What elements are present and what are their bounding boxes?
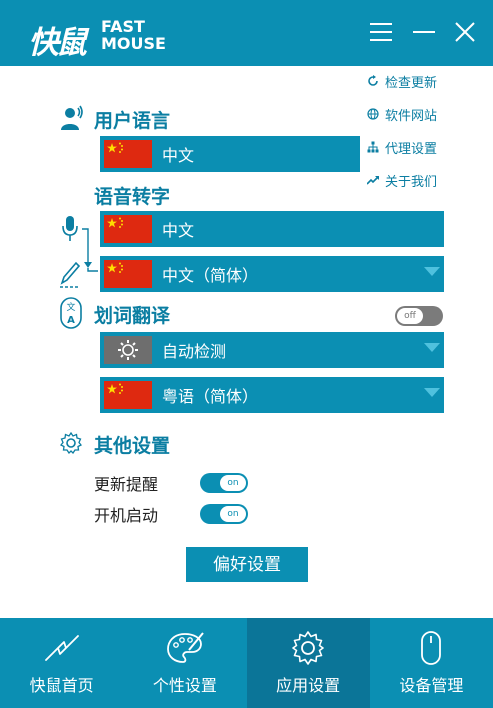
nav-personalize[interactable]: 个性设置 bbox=[123, 618, 246, 708]
pencil-icon bbox=[58, 259, 82, 289]
startup-label: 开机启动 bbox=[94, 506, 159, 525]
user-language-value: 中文 bbox=[162, 146, 195, 165]
translate-target-value: 粤语（简体） bbox=[162, 387, 259, 406]
speech-to-text-title: 语音转字 bbox=[94, 186, 171, 208]
palette-icon bbox=[165, 630, 205, 666]
svg-text:A: A bbox=[67, 315, 75, 326]
china-flag-icon bbox=[104, 215, 152, 243]
update-reminder-toggle[interactable]: on bbox=[200, 473, 248, 493]
update-reminder-label: 更新提醒 bbox=[94, 475, 159, 494]
speech-source-value: 中文 bbox=[162, 221, 195, 240]
trend-icon bbox=[367, 174, 379, 186]
logo-chinese-text: 快鼠 bbox=[28, 25, 87, 61]
nav-device-management[interactable]: 设备管理 bbox=[370, 618, 493, 708]
dropdown-arrow-icon bbox=[424, 267, 440, 276]
dropdown-arrow-icon bbox=[424, 388, 440, 397]
user-language-select[interactable]: 中文 bbox=[100, 136, 360, 172]
speech-target-value: 中文（简体） bbox=[162, 266, 259, 285]
dropdown-arrow-icon bbox=[424, 343, 440, 352]
china-flag-icon bbox=[104, 381, 152, 409]
menu-item-check-update[interactable]: 检查更新 bbox=[367, 70, 437, 92]
logo-english-line1: FAST bbox=[101, 17, 145, 36]
menu-item-proxy[interactable]: 代理设置 bbox=[367, 136, 437, 158]
menu-button[interactable] bbox=[367, 18, 395, 46]
hamburger-icon bbox=[370, 23, 392, 41]
menu-item-label: 软件网站 bbox=[385, 108, 438, 124]
menu-item-label: 检查更新 bbox=[385, 75, 438, 91]
menu-item-website[interactable]: 软件网站 bbox=[367, 103, 437, 125]
auto-detect-icon bbox=[104, 336, 152, 364]
other-settings-title: 其他设置 bbox=[94, 435, 171, 457]
china-flag-icon bbox=[104, 140, 152, 168]
minimize-icon bbox=[413, 31, 435, 33]
logo-english-text: FAST MOUSE bbox=[101, 18, 166, 52]
startup-toggle[interactable]: on bbox=[200, 504, 248, 524]
settings-content: 用户语言 中文 检查更新 软件网站 代理设置 bbox=[0, 66, 493, 618]
flow-arrow-icon bbox=[80, 226, 100, 274]
preferences-button[interactable]: 偏好设置 bbox=[186, 547, 308, 582]
toggle-knob: off bbox=[397, 308, 423, 324]
logo-english-line2: MOUSE bbox=[101, 34, 166, 53]
word-translate-toggle[interactable]: off bbox=[395, 306, 443, 326]
menu-item-label: 关于我们 bbox=[385, 174, 438, 190]
bottom-nav: 快鼠首页 个性设置 应用设置 设备管理 bbox=[0, 618, 493, 708]
nav-label: 设备管理 bbox=[399, 676, 464, 695]
toggle-knob: on bbox=[220, 475, 246, 491]
refresh-icon bbox=[367, 75, 379, 87]
nav-home[interactable]: 快鼠首页 bbox=[0, 618, 123, 708]
menu-item-label: 代理设置 bbox=[385, 141, 438, 157]
speech-target-language-dropdown[interactable]: 中文（简体） bbox=[100, 256, 444, 292]
user-language-title: 用户语言 bbox=[94, 110, 171, 132]
china-flag-icon bbox=[104, 260, 152, 288]
nav-app-settings[interactable]: 应用设置 bbox=[246, 618, 370, 708]
word-translate-title: 划词翻译 bbox=[94, 305, 171, 327]
title-bar: 快鼠 FAST MOUSE bbox=[0, 0, 493, 66]
user-speaking-icon bbox=[60, 104, 84, 132]
mouse-icon bbox=[411, 630, 451, 666]
main-menu-dropdown: 检查更新 软件网站 代理设置 关于我们 bbox=[360, 66, 444, 198]
minimize-button[interactable] bbox=[410, 18, 438, 46]
globe-icon bbox=[367, 108, 379, 120]
nav-label: 个性设置 bbox=[152, 676, 217, 695]
translate-source-dropdown[interactable]: 自动检测 bbox=[100, 332, 444, 368]
app-logo: 快鼠 FAST MOUSE bbox=[28, 14, 178, 61]
nav-label: 快鼠首页 bbox=[29, 676, 94, 695]
microphone-icon bbox=[60, 214, 80, 244]
nav-label: 应用设置 bbox=[276, 676, 341, 695]
close-button[interactable] bbox=[451, 18, 479, 46]
translate-source-value: 自动检测 bbox=[162, 342, 227, 361]
lightning-icon bbox=[42, 630, 82, 666]
toggle-knob: on bbox=[220, 506, 246, 522]
svg-text:文: 文 bbox=[66, 301, 75, 313]
gear-icon bbox=[288, 630, 328, 666]
speech-source-language[interactable]: 中文 bbox=[100, 211, 444, 247]
network-icon bbox=[367, 141, 379, 153]
menu-item-about[interactable]: 关于我们 bbox=[367, 169, 437, 191]
settings-gear-icon bbox=[60, 432, 82, 454]
translate-target-dropdown[interactable]: 粤语（简体） bbox=[100, 377, 444, 413]
close-icon bbox=[455, 22, 475, 42]
